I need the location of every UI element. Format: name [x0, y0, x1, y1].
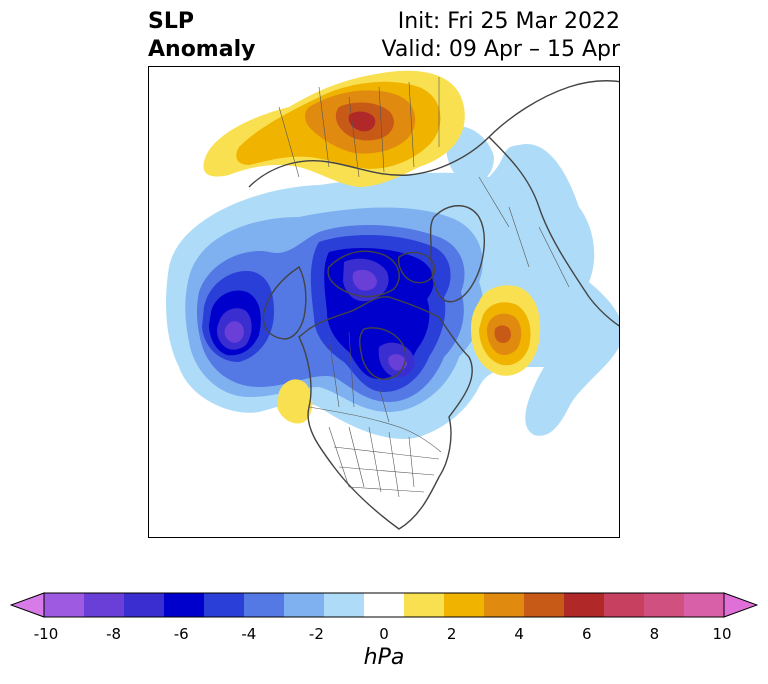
- colorbar-swatch: [524, 593, 565, 617]
- colorbar-tick-label: 8: [649, 625, 660, 643]
- colorbar-tick-label: -10: [33, 625, 59, 643]
- colorbar-tick-label: 4: [514, 625, 524, 643]
- colorbar-border: [43, 592, 725, 618]
- colorbar-tick-label: 2: [446, 625, 457, 643]
- hudson-bay-coastline: [359, 327, 407, 380]
- title-line-1: SLP: [148, 9, 194, 34]
- colorbar-swatch: [284, 593, 325, 617]
- eurasia-coastline: [248, 80, 619, 327]
- colorbar-swatch: [324, 593, 365, 617]
- colorbar-swatch: [84, 593, 125, 617]
- title-line-2: Anomaly: [148, 37, 256, 62]
- coastlines: [248, 80, 619, 530]
- colorbar-extend-high: [723, 592, 758, 618]
- colorbar-tick-label: 6: [582, 625, 592, 643]
- arctic-islands-coastline: [327, 250, 436, 298]
- us-state-lines: [328, 426, 440, 498]
- chart-title: SLP Anomaly: [148, 8, 255, 64]
- colorbar-swatch: [684, 593, 725, 617]
- positive-anomaly-fill: [203, 70, 541, 424]
- anomaly-contour--2-atlantic: [445, 126, 494, 184]
- colorbar-swatch: [484, 593, 525, 617]
- colorbar-swatch: [644, 593, 685, 617]
- us-canada-border: [308, 406, 442, 453]
- anomaly-contour-5-siberia: [348, 111, 376, 132]
- colorbar-extend-low: [10, 592, 45, 618]
- colorbar-swatch: [164, 593, 205, 617]
- slp-anomaly-map: [166, 70, 619, 530]
- colorbar-swatch: [364, 593, 405, 617]
- colorbar-swatch: [204, 593, 245, 617]
- colorbar-swatch: [124, 593, 165, 617]
- alaska-coastline: [262, 265, 307, 340]
- colorbar-swatch: [44, 593, 85, 617]
- colorbar: [10, 592, 758, 618]
- colorbar-swatch: [604, 593, 645, 617]
- anomaly-contour-4-atlantic: [494, 325, 512, 343]
- eurasia-country-lines: [278, 77, 570, 288]
- forecast-dates: Init: Fri 25 Mar 2022 Valid: 09 Apr – 15…: [382, 8, 621, 64]
- colorbar-tick-label: -8: [106, 625, 122, 643]
- political-borders: [278, 77, 570, 498]
- colorbar-tick-label: 0: [379, 625, 389, 643]
- anomaly-contour-1-pacific-nw: [277, 379, 313, 424]
- colorbar-units-label: hPa: [363, 645, 405, 670]
- map-panel: [148, 66, 620, 538]
- canada-province-lines: [328, 331, 390, 423]
- init-date: Init: Fri 25 Mar 2022: [397, 9, 620, 34]
- colorbar-tick-label: -6: [173, 625, 189, 643]
- colorbar-tick-label: -2: [308, 625, 324, 643]
- colorbar-swatch: [244, 593, 285, 617]
- colorbar-tick-label: -4: [241, 625, 257, 643]
- colorbar-swatch: [564, 593, 605, 617]
- greenland-coastline: [429, 205, 485, 303]
- anomaly-contour--8: [224, 269, 407, 371]
- valid-period: Valid: 09 Apr – 15 Apr: [381, 37, 621, 62]
- colorbar-tick-label: 10: [712, 625, 732, 643]
- colorbar-swatch: [404, 593, 445, 617]
- negative-anomaly-fill: [166, 126, 619, 439]
- north-america-coastline: [298, 296, 473, 530]
- colorbar-swatch: [444, 593, 485, 617]
